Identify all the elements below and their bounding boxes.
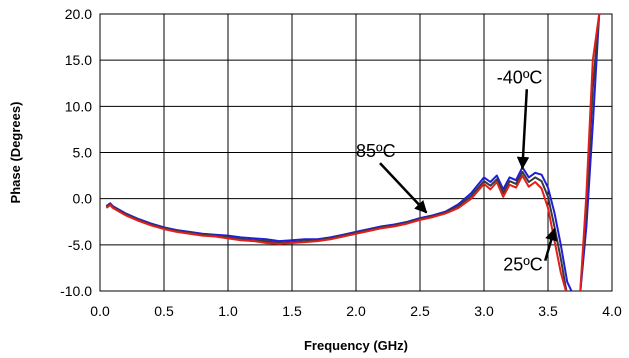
annotation-label-2: 25ºC: [503, 255, 543, 275]
y-axis-title: Phase (Degrees): [8, 102, 23, 204]
annotation-arrow-1: [379, 162, 428, 214]
x-axis-ticks: 0.0 0.5 1.0 1.5 2.0 2.5 3.0 3.5 4.0: [90, 303, 622, 319]
x-tick-label: 0.5: [154, 303, 174, 319]
y-tick-label: 15.0: [65, 52, 92, 68]
y-tick-label: 20.0: [65, 6, 92, 22]
x-tick-label: 1.5: [282, 303, 302, 319]
x-tick-label: 0.0: [90, 303, 110, 319]
y-tick-label: -5.0: [68, 237, 92, 253]
annotation-label-0: -40ºC: [497, 67, 543, 87]
series-layer: [105, 14, 601, 291]
x-tick-label: 2.0: [346, 303, 366, 319]
x-tick-label: 4.0: [602, 303, 622, 319]
x-tick-label: 1.0: [218, 303, 238, 319]
plot-area-frame: [99, 13, 613, 292]
y-axis-ticks: -10.0 -5.0 0.0 5.0 10.0 15.0 20.0: [60, 6, 92, 299]
annotation-label-1: 85ºC: [356, 141, 396, 161]
annotation-arrow-0: [516, 89, 530, 170]
series-line-0: [105, 14, 601, 291]
x-tick-label: 3.0: [474, 303, 494, 319]
x-tick-label: 3.5: [538, 303, 558, 319]
series-line-1: [105, 14, 601, 291]
x-tick-label: 2.5: [410, 303, 430, 319]
y-tick-label: 0.0: [73, 191, 93, 207]
x-axis-title: Frequency (GHz): [304, 338, 408, 353]
annotation-layer: -40ºC 85ºC 25ºC: [356, 67, 558, 275]
series-line-2: [105, 14, 601, 291]
annotation-arrow-2: [543, 227, 558, 262]
y-tick-label: 5.0: [73, 145, 93, 161]
y-tick-label: 10.0: [65, 98, 92, 114]
y-tick-label: -10.0: [60, 283, 92, 299]
